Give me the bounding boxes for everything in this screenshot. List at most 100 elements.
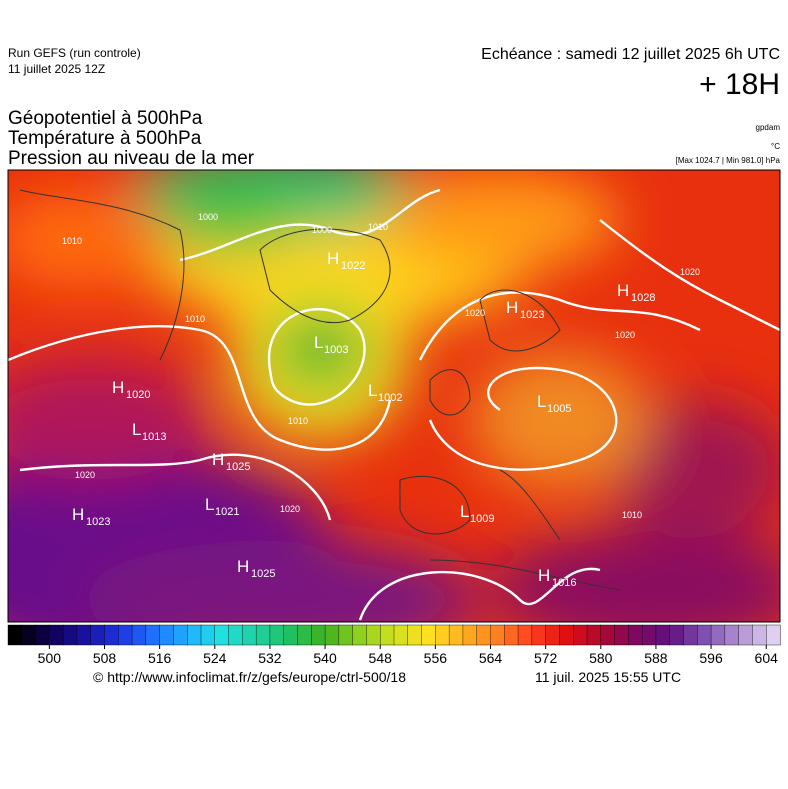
colorbar-cell [200, 624, 216, 646]
center-value: 1016 [552, 577, 576, 589]
isobar-label: 1000 [198, 212, 218, 222]
coastlines [19, 189, 621, 591]
colorbar-cell [7, 624, 23, 646]
colorbar-cell [766, 624, 781, 646]
center-kind: L [132, 420, 141, 439]
colorbar-cell [710, 624, 726, 646]
colorbar-cell [118, 624, 133, 646]
center-kind: H [506, 298, 518, 317]
pressure-center: H 1025 [212, 450, 250, 473]
center-kind: H [327, 249, 339, 268]
unit: gpdam [755, 123, 780, 132]
isobar-label: 1020 [465, 308, 485, 318]
center-value: 1009 [470, 513, 494, 525]
center-value: 1023 [86, 516, 110, 528]
colorbar-cell [641, 624, 657, 646]
colorbar-cell [338, 624, 354, 646]
colorbar-cell [628, 624, 643, 646]
colorbar-cell [476, 624, 492, 646]
colorbar-cell [380, 624, 395, 646]
colorbar-cell [49, 624, 64, 646]
center-kind: H [237, 557, 249, 576]
colorbar-cell [283, 624, 299, 646]
colorbar-cell [586, 624, 602, 646]
colorbar-tick-label: 548 [369, 650, 393, 666]
pressure-center: L 1002 [368, 381, 402, 404]
colorbar-tick-label: 604 [755, 650, 779, 666]
isobar-label: 1010 [185, 314, 205, 324]
colorbar-cell [187, 624, 202, 646]
colorbar-cell [600, 624, 616, 646]
colorbar-cell [242, 624, 257, 646]
colorbar-tick-label: 572 [534, 650, 558, 666]
colorbar-cell [752, 624, 767, 646]
pressure-center: H 1028 [617, 281, 655, 304]
colorbar-cell [311, 624, 326, 646]
isobar-label: 1000 [312, 225, 332, 235]
colorbar-cell [393, 624, 409, 646]
colorbar-cell [35, 624, 51, 646]
center-kind: L [205, 495, 214, 514]
colorbar-cell [421, 624, 437, 646]
isobar-label: 1010 [62, 236, 82, 246]
title: Température à 500hPa [8, 128, 202, 149]
valid-time: Echéance : samedi 12 juillet 2025 6h UTC [481, 46, 780, 63]
colorbar-cell [366, 624, 381, 646]
center-kind: H [212, 450, 224, 469]
isobars [8, 188, 780, 621]
center-value: 1013 [142, 431, 166, 443]
center-value: 1003 [324, 344, 348, 356]
colorbar-tick-label: 588 [644, 650, 668, 666]
source-url: © http://www.infoclimat.fr/z/gefs/europe… [93, 669, 407, 685]
colorbar-tick-label: 524 [203, 650, 227, 666]
colorbar-cell [145, 624, 161, 646]
colorbar-cell [131, 624, 147, 646]
unit: °C [771, 142, 780, 151]
colorbar-tick-label: 556 [424, 650, 448, 666]
pressure-center: L 1003 [314, 333, 348, 356]
center-value: 1025 [226, 461, 250, 473]
isobar-label: 1020 [75, 470, 95, 480]
pressure-center: H 1025 [237, 557, 275, 580]
colorbar-tick-label: 500 [38, 650, 62, 666]
colorbar-cell [228, 624, 244, 646]
colorbar-cell [104, 624, 119, 646]
center-value: 1021 [215, 506, 239, 518]
colorbar-cell [173, 624, 188, 646]
colorbar-cell [573, 624, 588, 646]
center-value: 1005 [547, 403, 571, 415]
colorbar-cell [738, 624, 754, 646]
pressure-center: H 1023 [506, 298, 544, 321]
colorbar-cell [352, 624, 368, 646]
pressure-center: L 1005 [537, 392, 571, 415]
colorbar-cell [435, 624, 450, 646]
colorbar-cell [159, 624, 175, 646]
run-date: 11 juillet 2025 12Z [8, 62, 106, 76]
title: Pression au niveau de la mer [8, 148, 255, 169]
colorbar-cell [76, 624, 92, 646]
pressure-center: H 1022 [327, 249, 365, 272]
colorbar-tick-label: 532 [258, 650, 282, 666]
isobar-label: 1020 [680, 267, 700, 277]
colorbar-tick-label: 564 [479, 650, 503, 666]
colorbar-cell [614, 624, 630, 646]
colorbar-cell [448, 624, 464, 646]
center-kind: L [460, 502, 469, 521]
pressure-center: H 1016 [538, 566, 576, 589]
center-kind: H [112, 378, 124, 397]
pressure-center: L 1009 [460, 502, 494, 525]
colorbar-cell [214, 624, 230, 646]
colorbar-cell [407, 624, 423, 646]
colorbar-cell [462, 624, 478, 646]
colorbar-tick-label: 580 [589, 650, 613, 666]
isobar-label: 1010 [368, 222, 388, 232]
title: Géopotentiel à 500hPa [8, 108, 203, 129]
colorbar-cell [655, 624, 671, 646]
colorbar-cell [531, 624, 547, 646]
isobar-label: 1010 [288, 416, 308, 426]
pressure-center: L 1021 [205, 495, 239, 518]
colorbar-cell [504, 624, 519, 646]
colorbar-cell [669, 624, 685, 646]
colorbar-cell [324, 624, 340, 646]
